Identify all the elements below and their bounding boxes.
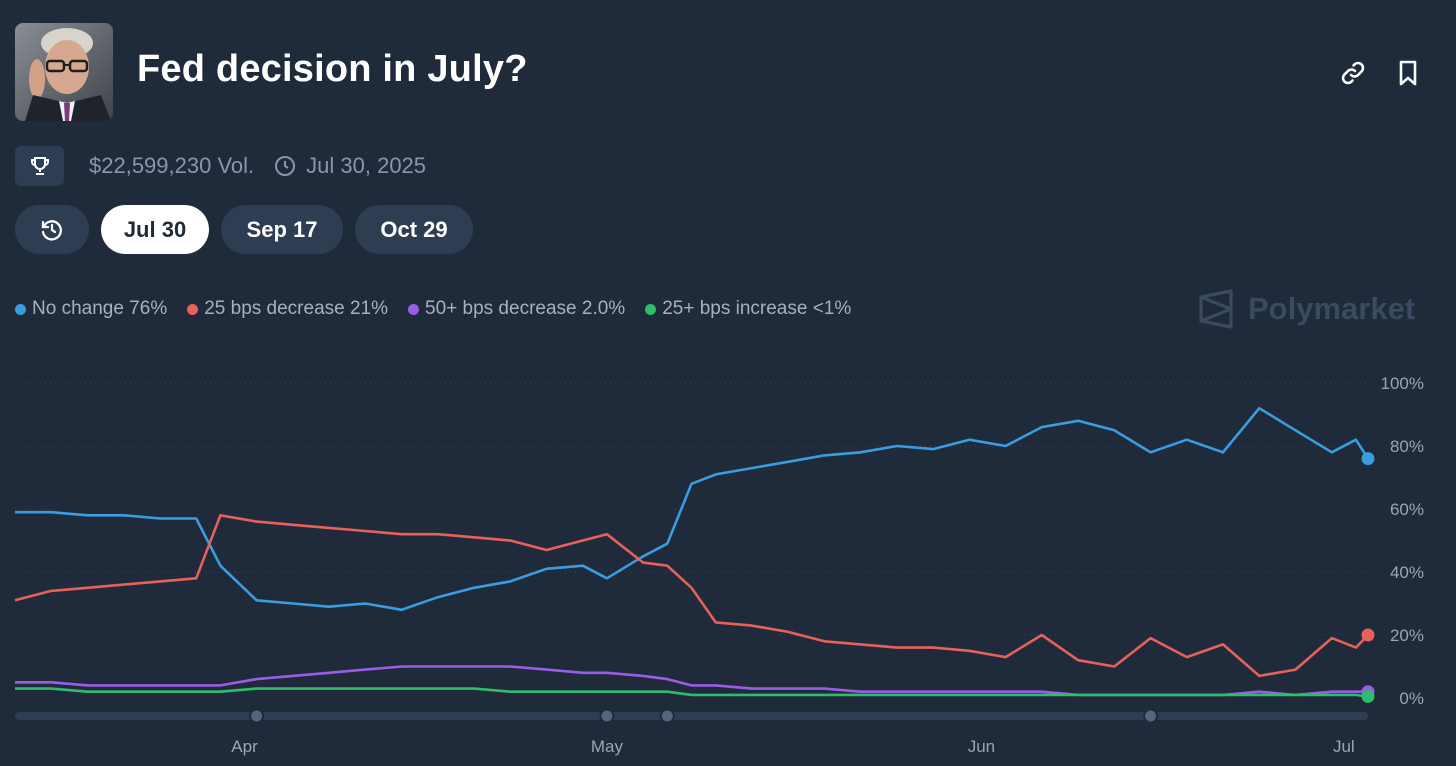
- legend-label: 25 bps decrease 21%: [204, 298, 389, 319]
- x-tick-label: Jul: [1333, 737, 1355, 756]
- polymarket-brand: Polymarket: [1198, 289, 1415, 329]
- timeline-handle[interactable]: [1143, 708, 1159, 724]
- timeline-handle[interactable]: [659, 708, 675, 724]
- bookmark-icon[interactable]: [1393, 58, 1423, 88]
- legend-label: 50+ bps decrease 2.0%: [425, 298, 626, 319]
- series-line-0[interactable]: [15, 406, 1370, 612]
- series-line-1[interactable]: [14, 514, 1369, 678]
- series-line-3[interactable]: [15, 687, 1369, 698]
- legend-dot: [187, 303, 199, 315]
- x-tick-label: Apr: [231, 737, 258, 756]
- volume-text: $22,599,230 Vol.: [89, 153, 255, 178]
- legend-dot: [645, 303, 657, 315]
- y-tick-label: 60%: [1390, 500, 1424, 519]
- market-avatar: [15, 23, 113, 121]
- probability-chart[interactable]: 0% 20% 40% 60% 80% 100% Apr May Jun Jul: [0, 360, 1456, 766]
- end-date-text: Jul 30, 2025: [306, 153, 427, 178]
- page-title: Fed decision in July?: [137, 48, 528, 90]
- series-end-marker[interactable]: [1361, 689, 1375, 703]
- y-tick-label: 20%: [1390, 626, 1424, 645]
- y-tick-label: 40%: [1390, 563, 1424, 582]
- timeline-handle[interactable]: [249, 708, 265, 724]
- tab-sep-17[interactable]: Sep 17: [221, 205, 343, 254]
- legend-item-no-change[interactable]: No change 76%: [15, 298, 167, 320]
- timeline-track[interactable]: [15, 712, 1368, 720]
- x-tick-label: May: [591, 737, 624, 756]
- tab-jul-30[interactable]: Jul 30: [101, 205, 209, 254]
- y-tick-label: 100%: [1381, 374, 1424, 393]
- legend-dot: [15, 303, 26, 315]
- polymarket-logo-icon: [1199, 289, 1233, 329]
- portrait-photo: [15, 23, 113, 121]
- legend-item-25bps-decrease[interactable]: 25 bps decrease 21%: [187, 298, 388, 320]
- chart-legend: No change 76% 25 bps decrease 21% 50+ bp…: [15, 298, 851, 320]
- trophy-button[interactable]: [15, 146, 64, 186]
- history-icon: [41, 219, 62, 240]
- series-end-marker[interactable]: [1361, 452, 1375, 466]
- legend-item-25bps-increase[interactable]: 25+ bps increase <1%: [645, 298, 851, 320]
- y-tick-label: 0%: [1399, 689, 1424, 708]
- legend-label: 25+ bps increase <1%: [662, 298, 852, 319]
- market-meta: $22,599,230 Vol. Jul 30, 2025: [15, 146, 426, 186]
- y-tick-label: 80%: [1390, 437, 1424, 456]
- clock-icon: [275, 156, 296, 176]
- timeline-handle[interactable]: [599, 708, 615, 724]
- brand-name: Polymarket: [1248, 291, 1416, 326]
- series-end-marker[interactable]: [1361, 628, 1375, 642]
- legend-label: No change 76%: [32, 298, 168, 319]
- tab-oct-29[interactable]: Oct 29: [355, 205, 473, 254]
- link-icon[interactable]: [1338, 58, 1368, 88]
- history-button[interactable]: [15, 205, 89, 254]
- legend-dot: [408, 303, 420, 315]
- trophy-icon: [30, 157, 49, 175]
- date-tabs: Jul 30 Sep 17 Oct 29: [15, 205, 473, 254]
- x-tick-label: Jun: [968, 737, 995, 756]
- legend-item-50bps-decrease[interactable]: 50+ bps decrease 2.0%: [408, 298, 625, 320]
